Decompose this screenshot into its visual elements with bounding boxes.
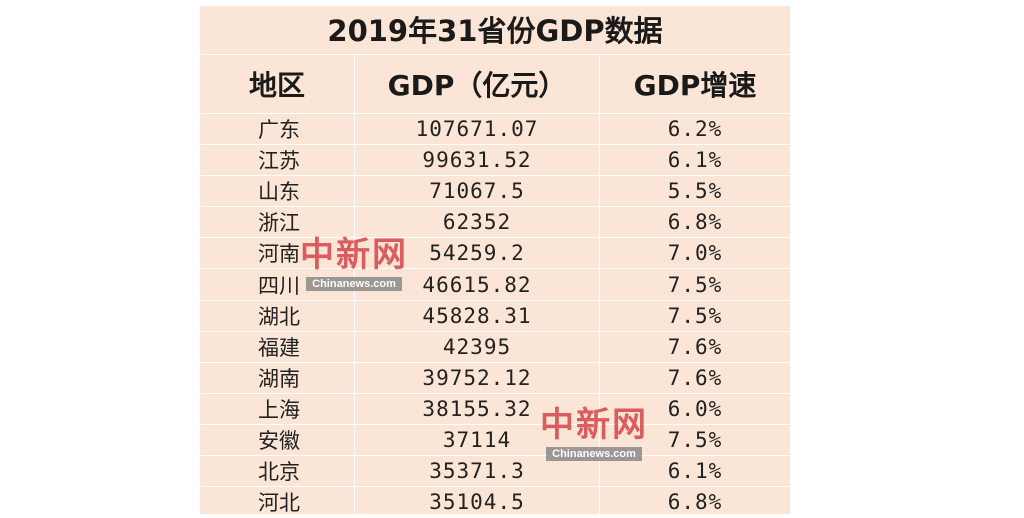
cell-region: 四川 [200,269,355,300]
table-row: 北京 35371.3 6.1% [200,456,790,488]
table-row: 湖南 39752.12 7.6% [200,362,790,394]
cell-region: 浙江 [200,207,355,238]
cell-growth: 7.6% [667,334,723,359]
cell-growth: 6.1% [667,459,723,484]
table-row: 上海 38155.32 6.0% [200,393,790,425]
cell-growth: 6.2% [667,117,723,142]
cell-gdp: 35371.3 [355,456,600,487]
cell-gdp: 45828.31 [355,300,600,331]
table-row: 福建 42395 7.6% [200,331,790,363]
cell-gdp: 107671.07 [355,114,600,145]
cell-region: 北京 [200,456,355,487]
header-gdp: GDP（亿元） [355,55,600,113]
cell-growth: 7.5% [667,303,723,328]
cell-growth: 7.0% [667,241,723,266]
table-row: 浙江 62352 6.8% [200,207,790,239]
cell-growth: 6.8% [667,210,723,235]
cell-gdp: 38155.32 [355,393,600,424]
cell-gdp: 71067.5 [355,176,600,207]
cell-gdp: 37114 [355,424,600,456]
cell-region: 河南 [200,238,355,269]
cell-gdp: 35104.5 [355,487,600,518]
cell-region: 湖南 [200,362,355,393]
cell-growth: 7.5% [667,272,723,297]
cell-region: 上海 [200,393,355,424]
cell-region: 湖北 [200,300,355,331]
table-row: 四川 46615.82 7.5% [200,269,790,301]
cell-gdp: 42395 [355,331,600,362]
gdp-table: 2019年31省份GDP数据 地区 GDP（亿元） GDP增速 广东 107671… [200,6,790,518]
cell-growth: 7.5% [667,427,723,452]
cell-region: 河北 [200,487,355,518]
cell-region: 江苏 [200,145,355,176]
cell-region: 广东 [200,114,355,145]
cell-gdp: 62352 [355,207,600,238]
header-region: 地区 [200,55,355,113]
table-row: 山东 71067.5 5.5% [200,176,790,208]
header-growth: GDP增速 [633,69,757,102]
cell-region: 安徽 [200,424,355,456]
cell-growth: 6.8% [667,490,723,515]
table-row: 河北 35104.5 6.8% [200,487,790,518]
table-row: 江苏 99631.52 6.1% [200,145,790,177]
cell-region: 山东 [200,176,355,207]
table-row: 河南 54259.2 7.0% [200,238,790,270]
cell-gdp: 54259.2 [355,238,600,269]
table-title: 2019年31省份GDP数据 [327,14,663,48]
cell-growth: 6.0% [667,396,723,421]
table-row: 广东 107671.07 6.2% [200,114,790,146]
cell-gdp: 46615.82 [355,269,600,300]
table-body: 广东 107671.07 6.2% 江苏 99631.52 6.1% 山东 71067.5 5.… [200,114,790,518]
cell-region: 福建 [200,331,355,362]
table-row: 安徽 37114 7.5% [200,424,790,457]
cell-growth: 6.1% [667,148,723,173]
table-header: 地区 GDP（亿元） GDP增速 [200,54,790,114]
cell-gdp: 99631.52 [355,145,600,176]
cell-gdp: 39752.12 [355,362,600,393]
cell-growth: 7.6% [667,365,723,390]
cell-growth: 5.5% [667,179,723,204]
table-row: 湖北 45828.31 7.5% [200,300,790,332]
